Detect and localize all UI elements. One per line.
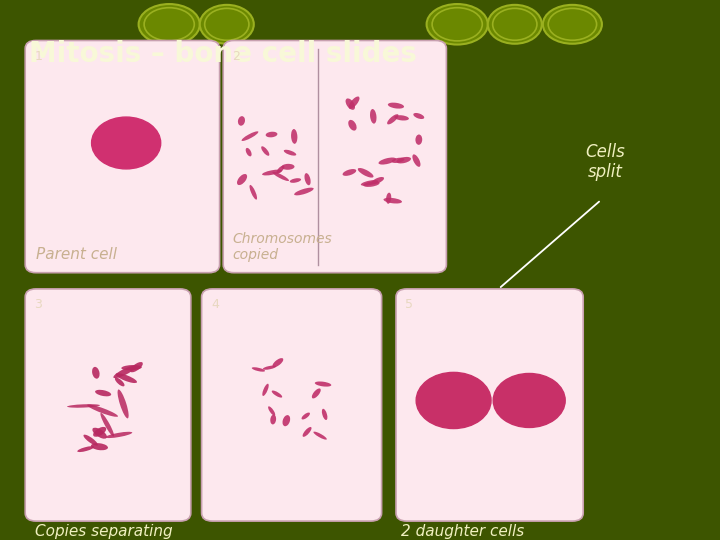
Ellipse shape [348, 97, 359, 109]
Ellipse shape [115, 377, 125, 387]
Text: Chromosomes
copied: Chromosomes copied [233, 232, 333, 262]
Ellipse shape [87, 404, 118, 417]
Ellipse shape [282, 164, 294, 170]
Ellipse shape [200, 5, 254, 44]
Ellipse shape [271, 390, 282, 397]
Ellipse shape [396, 157, 411, 164]
Ellipse shape [426, 4, 488, 45]
Ellipse shape [363, 181, 379, 187]
Text: 5: 5 [405, 298, 413, 311]
Circle shape [493, 374, 565, 428]
Ellipse shape [241, 131, 258, 141]
Ellipse shape [387, 114, 398, 124]
Ellipse shape [361, 180, 378, 186]
Ellipse shape [272, 358, 283, 367]
Ellipse shape [276, 166, 284, 174]
Ellipse shape [121, 365, 142, 370]
Ellipse shape [312, 388, 320, 399]
Ellipse shape [246, 148, 251, 157]
Ellipse shape [543, 5, 602, 44]
Ellipse shape [289, 178, 301, 183]
Ellipse shape [322, 409, 328, 420]
Ellipse shape [272, 172, 289, 181]
FancyBboxPatch shape [25, 40, 220, 273]
Ellipse shape [93, 427, 107, 437]
Ellipse shape [84, 435, 98, 446]
Ellipse shape [384, 198, 402, 204]
Ellipse shape [238, 116, 245, 126]
Ellipse shape [294, 187, 314, 195]
Circle shape [416, 373, 491, 429]
Ellipse shape [263, 366, 276, 370]
FancyBboxPatch shape [223, 40, 446, 273]
Ellipse shape [116, 373, 137, 383]
Text: Copies separating: Copies separating [35, 524, 172, 539]
Ellipse shape [315, 381, 331, 387]
Ellipse shape [77, 446, 94, 452]
Ellipse shape [415, 134, 422, 145]
Ellipse shape [252, 367, 265, 372]
Ellipse shape [95, 390, 111, 396]
Ellipse shape [261, 146, 269, 156]
Ellipse shape [262, 170, 282, 176]
FancyBboxPatch shape [202, 289, 382, 521]
Ellipse shape [268, 406, 275, 416]
Ellipse shape [266, 132, 277, 137]
Text: Cells
split: Cells split [585, 143, 625, 181]
Ellipse shape [92, 428, 107, 438]
Ellipse shape [302, 413, 310, 420]
Ellipse shape [105, 432, 132, 438]
Ellipse shape [392, 158, 405, 163]
Ellipse shape [313, 431, 327, 440]
Ellipse shape [100, 413, 114, 436]
Ellipse shape [117, 389, 129, 418]
Text: 2 daughter cells: 2 daughter cells [401, 524, 524, 539]
Ellipse shape [91, 443, 108, 450]
Text: Parent cell: Parent cell [36, 247, 117, 262]
Ellipse shape [305, 173, 310, 185]
Circle shape [91, 117, 161, 169]
Text: 2: 2 [233, 50, 240, 63]
Ellipse shape [358, 168, 374, 178]
Ellipse shape [413, 154, 420, 167]
Ellipse shape [372, 177, 384, 184]
Text: 4: 4 [211, 298, 219, 311]
Text: 3: 3 [35, 298, 42, 311]
Ellipse shape [343, 169, 356, 176]
Ellipse shape [346, 98, 355, 110]
Ellipse shape [67, 404, 100, 408]
Ellipse shape [302, 427, 312, 437]
Ellipse shape [92, 367, 99, 379]
Ellipse shape [413, 113, 424, 119]
Ellipse shape [386, 193, 391, 204]
Ellipse shape [113, 366, 136, 378]
Ellipse shape [395, 115, 409, 120]
Ellipse shape [262, 384, 269, 396]
Ellipse shape [379, 158, 396, 165]
Ellipse shape [488, 5, 541, 44]
Ellipse shape [237, 174, 247, 185]
Ellipse shape [284, 150, 296, 156]
Ellipse shape [291, 129, 297, 144]
Ellipse shape [138, 4, 199, 45]
Ellipse shape [250, 185, 257, 200]
Text: Mitosis – bone cell slides: Mitosis – bone cell slides [29, 40, 417, 68]
FancyBboxPatch shape [396, 289, 583, 521]
Text: 1: 1 [35, 50, 42, 63]
Ellipse shape [370, 109, 377, 124]
Ellipse shape [388, 103, 404, 109]
Ellipse shape [270, 415, 276, 424]
Ellipse shape [282, 415, 290, 426]
Ellipse shape [348, 120, 356, 131]
Ellipse shape [130, 362, 143, 372]
FancyBboxPatch shape [25, 289, 191, 521]
